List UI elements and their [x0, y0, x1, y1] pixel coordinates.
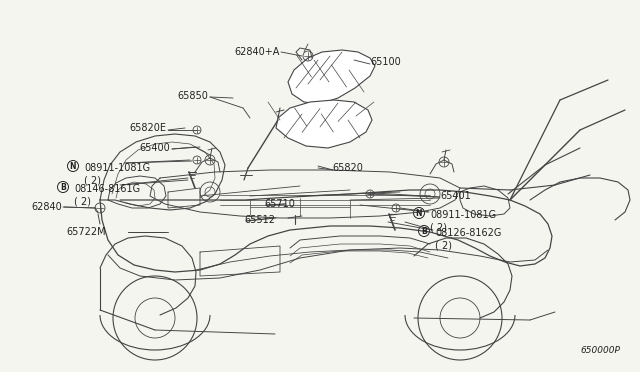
Text: 65722M: 65722M [66, 227, 106, 237]
Text: N: N [416, 208, 422, 218]
Text: N: N [70, 161, 76, 170]
Text: 62840: 62840 [31, 202, 62, 212]
Text: 65820: 65820 [332, 163, 363, 173]
Text: B: B [421, 227, 427, 235]
Text: 65401: 65401 [440, 191, 471, 201]
Text: 650000P: 650000P [580, 346, 620, 355]
Text: 08146-8161G
( 2): 08146-8161G ( 2) [74, 184, 140, 206]
Text: 65850: 65850 [177, 91, 208, 101]
Text: 65512: 65512 [244, 215, 275, 225]
Text: 65820E: 65820E [129, 123, 166, 133]
Text: 08126-8162G
( 2): 08126-8162G ( 2) [435, 228, 501, 250]
Polygon shape [288, 50, 375, 104]
Text: B: B [60, 183, 66, 192]
Text: 65400: 65400 [140, 143, 170, 153]
Text: 08911-1081G
( 2): 08911-1081G ( 2) [84, 163, 150, 185]
Text: 08911-1081G
( 2): 08911-1081G ( 2) [430, 210, 496, 232]
Text: 62840+A: 62840+A [235, 47, 280, 57]
Text: 65710: 65710 [264, 199, 295, 209]
Text: 65100: 65100 [370, 57, 401, 67]
Polygon shape [276, 100, 372, 148]
